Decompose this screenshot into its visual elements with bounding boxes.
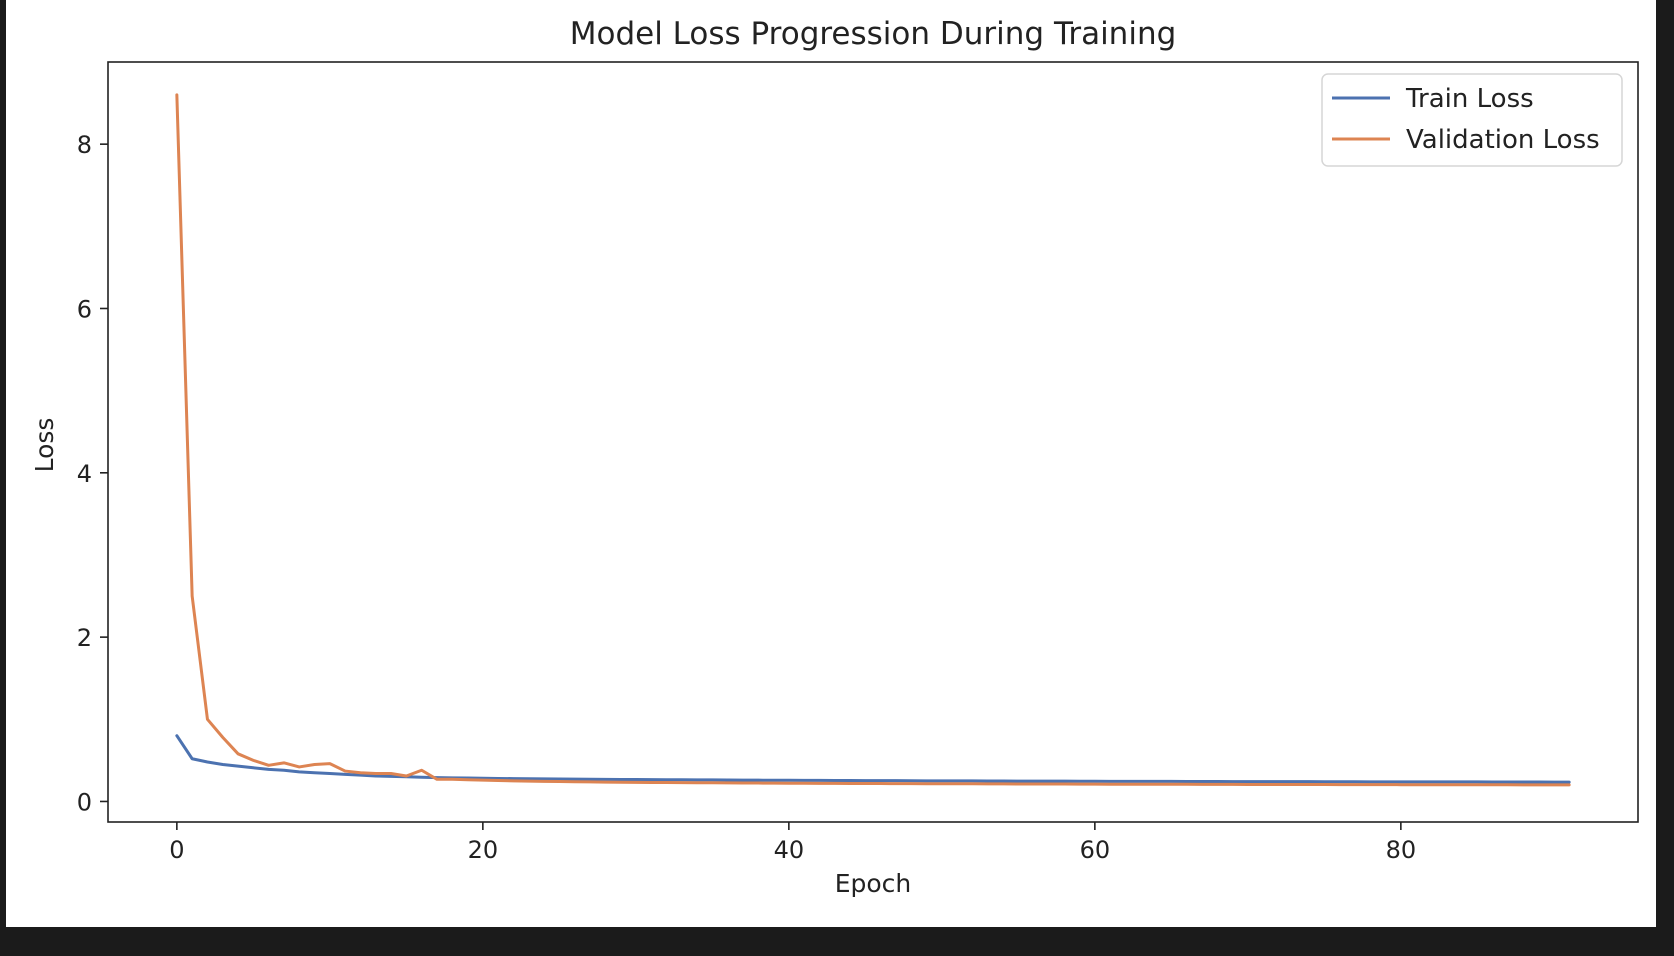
y-tick-label: 6 [77,295,92,323]
series-line-train-loss [175,734,1571,784]
x-tick-label: 80 [1386,836,1417,864]
y-tick-label: 2 [77,624,92,652]
y-axis-label: Loss [30,418,59,473]
x-tick-label: 40 [774,836,805,864]
x-tick-label: 20 [468,836,499,864]
legend-box [1321,73,1623,167]
x-axis-ticks: 0 20 40 60 80 [169,822,1416,864]
y-tick-label: 0 [77,788,92,816]
series-line-validation-loss [175,93,1571,787]
legend-label-validation-loss: Validation Loss [1406,125,1600,155]
y-tick-label: 4 [77,460,92,488]
x-axis-label: Epoch [835,869,912,898]
series-layer [175,93,1571,787]
plot-frame [107,61,1639,823]
x-tick-label: 60 [1080,836,1111,864]
legend-label-train-loss: Train Loss [1405,84,1534,114]
y-tick-label: 8 [77,131,92,159]
chart-title: Model Loss Progression During Training [570,16,1177,52]
legend: Train Loss Validation Loss [1321,73,1623,167]
y-axis-ticks: 0 2 4 6 8 [77,131,108,816]
chart-svg: Model Loss Progression During Training 0… [30,16,1639,898]
x-tick-label: 0 [169,836,184,864]
chart-figure: Model Loss Progression During Training 0… [6,0,1656,927]
